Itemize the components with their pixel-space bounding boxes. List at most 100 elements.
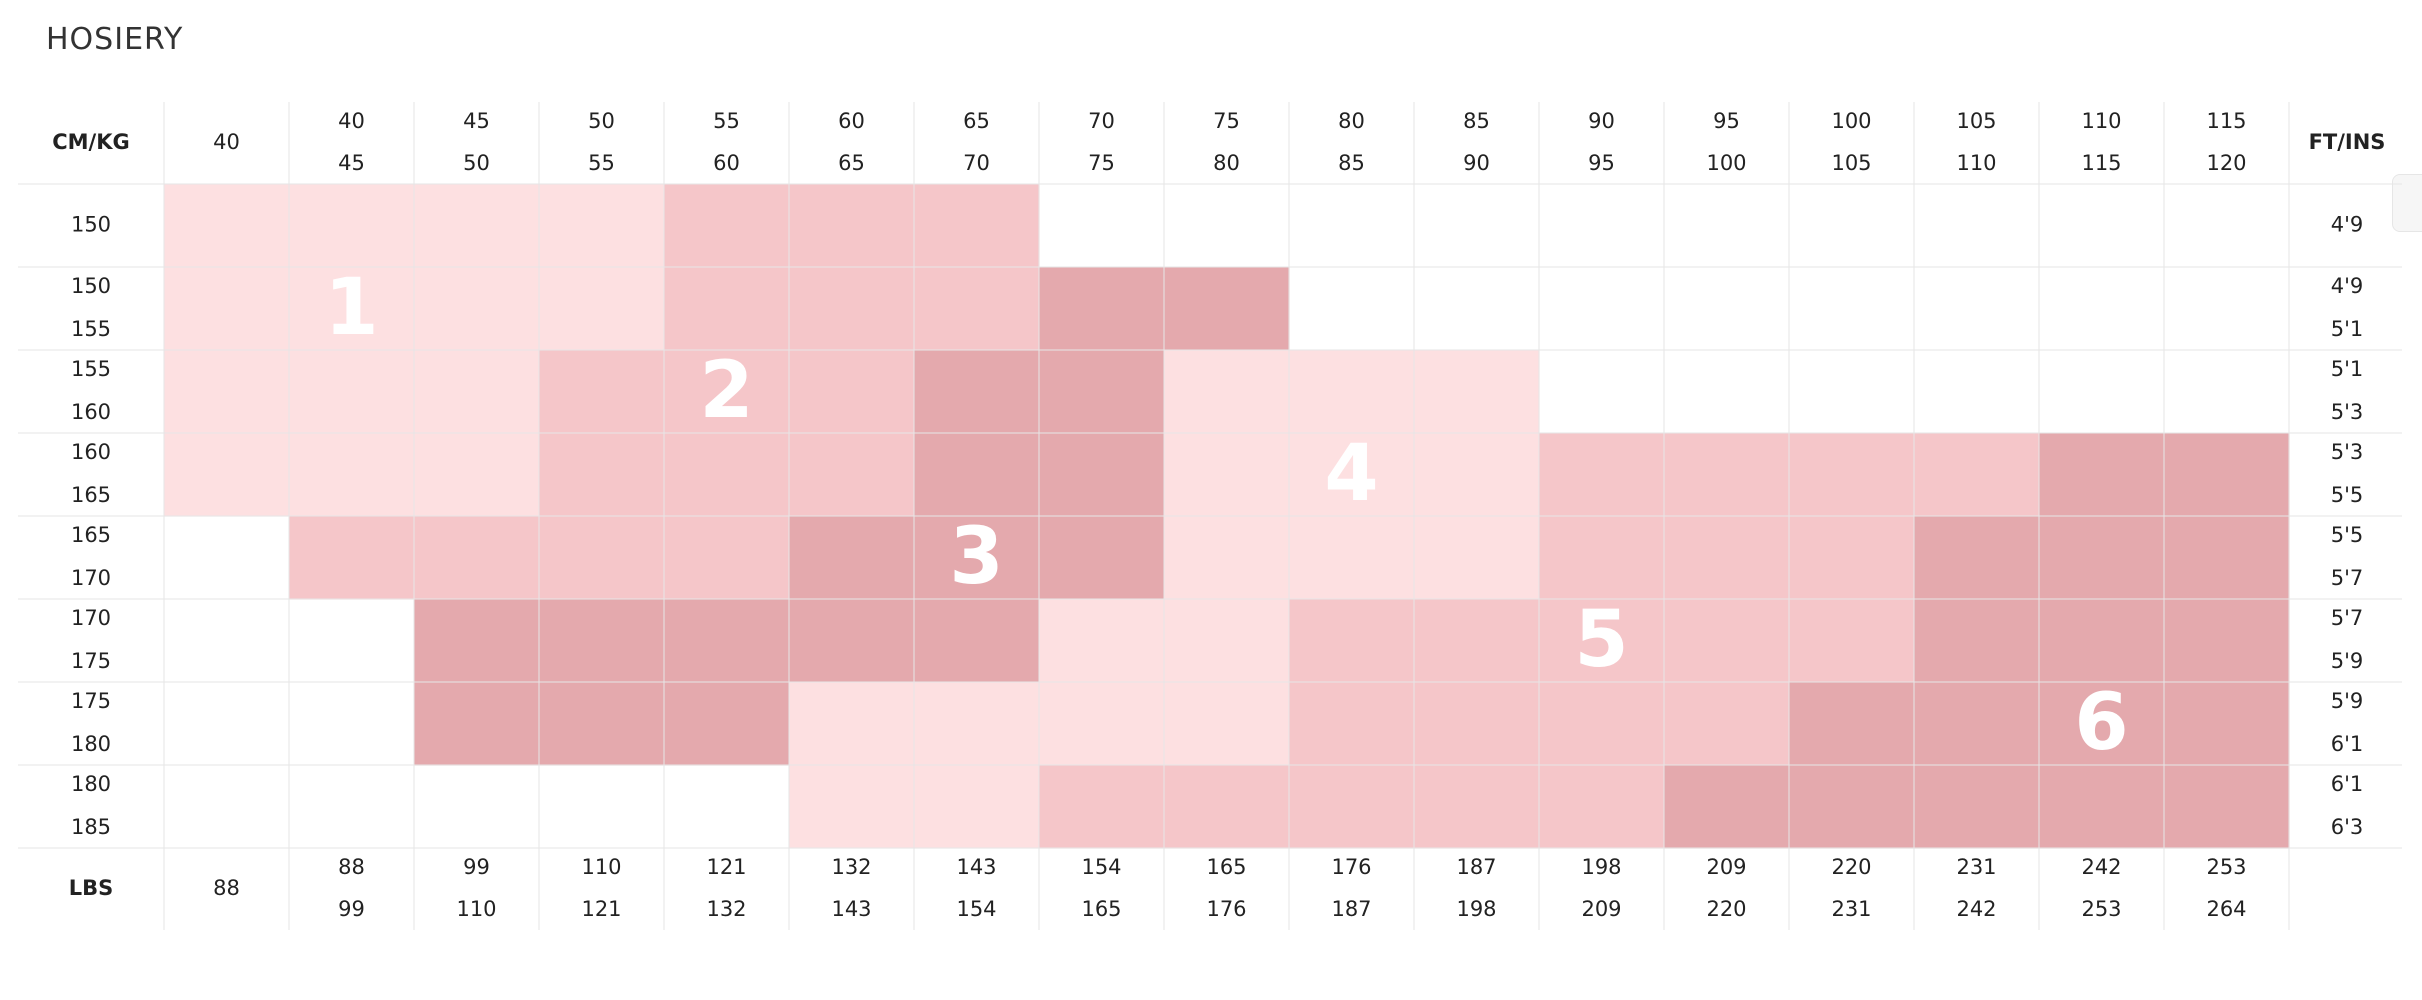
- kg-header-bottom: 80: [1213, 151, 1240, 175]
- header-cm-kg: CM/KG: [52, 130, 130, 154]
- zone-6-cell: [2164, 516, 2290, 600]
- cm-row-label-bottom: 170: [71, 566, 111, 590]
- cm-row-label-bottom: 155: [71, 317, 111, 341]
- zone-2-cell: [289, 516, 415, 600]
- cm-row-label-bottom: 175: [71, 649, 111, 673]
- lbs-footer-bottom: 154: [956, 897, 996, 921]
- zone-1-cell: [289, 433, 415, 517]
- cm-row-label-bottom: 180: [71, 732, 111, 756]
- zone-1-cell: [164, 433, 290, 517]
- zone-3-cell: [539, 682, 665, 766]
- lbs-footer-bottom: 99: [338, 897, 365, 921]
- lbs-footer-top: 220: [1831, 855, 1871, 879]
- lbs-footer-bottom: 176: [1206, 897, 1246, 921]
- kg-header-top: 40: [338, 109, 365, 133]
- zone-5-cell: [1414, 765, 1540, 849]
- lbs-footer-bottom: 264: [2206, 897, 2246, 921]
- zone-3-cell: [664, 599, 790, 683]
- lbs-footer-top: 165: [1206, 855, 1246, 879]
- zone-5-cell: [1539, 516, 1665, 600]
- lbs-footer-bottom: 165: [1081, 897, 1121, 921]
- zone-1-cell: [414, 350, 540, 434]
- lbs-footer-top: 99: [463, 855, 490, 879]
- kg-header-bottom: 70: [963, 151, 990, 175]
- zone-3-cell: [664, 682, 790, 766]
- kg-header-top: 45: [463, 109, 490, 133]
- cm-row-label-bottom: 165: [71, 483, 111, 507]
- ftin-row-label-bottom: 5'9: [2331, 649, 2364, 673]
- zone-1-cell: [539, 267, 665, 351]
- zone-4-cell: [1164, 516, 1290, 600]
- zone-3-cell: [914, 516, 1040, 600]
- kg-header-top: 100: [1831, 109, 1871, 133]
- kg-header-bottom: 60: [713, 151, 740, 175]
- zone-6-cell: [1914, 599, 2040, 683]
- zone-1-cell: [164, 350, 290, 434]
- zone-1-cell: [164, 267, 290, 351]
- ftin-row-label-top: 5'3: [2331, 440, 2364, 464]
- ftin-row-label-bottom: 5'5: [2331, 483, 2364, 507]
- lbs-footer-top: 154: [1081, 855, 1121, 879]
- kg-header-bottom: 50: [463, 151, 490, 175]
- lbs-footer-bottom: 121: [581, 897, 621, 921]
- zone-6-cell: [2039, 516, 2165, 600]
- zone-1-cell: [289, 267, 415, 351]
- zone-3-cell: [1039, 350, 1165, 434]
- zone-4-cell: [1414, 516, 1540, 600]
- kg-header-bottom: 85: [1338, 151, 1365, 175]
- zone-2-cell: [539, 516, 665, 600]
- zone-4-cell: [914, 765, 1040, 849]
- zone-3-cell: [789, 599, 915, 683]
- kg-header-bottom: 105: [1831, 151, 1871, 175]
- zone-5-cell: [1539, 765, 1665, 849]
- footer-lbs: LBS: [69, 876, 114, 900]
- kg-header-top: 55: [713, 109, 740, 133]
- zone-4-cell: [789, 682, 915, 766]
- zone-1-cell: [164, 184, 290, 268]
- lbs-footer-top: 132: [831, 855, 871, 879]
- lbs-footer-bottom: 253: [2081, 897, 2121, 921]
- zone-5-cell: [1414, 599, 1540, 683]
- zone-1-cell: [289, 184, 415, 268]
- cm-row-label-bottom: 160: [71, 400, 111, 424]
- lbs-footer-top: 242: [2081, 855, 2121, 879]
- kg-header-top: 65: [963, 109, 990, 133]
- ftin-row-label-top: 5'1: [2331, 357, 2364, 381]
- ftin-row-label-top: 5'9: [2331, 689, 2364, 713]
- kg-header-bottom: 90: [1463, 151, 1490, 175]
- kg-header-top: 75: [1213, 109, 1240, 133]
- kg-header-bottom: 110: [1956, 151, 1996, 175]
- ftin-row-label: 4'9: [2331, 213, 2364, 237]
- lbs-footer-bottom: 242: [1956, 897, 1996, 921]
- zone-5-cell: [1539, 599, 1665, 683]
- kg-header-top: 70: [1088, 109, 1115, 133]
- ftin-row-label-bottom: 6'3: [2331, 815, 2364, 839]
- zone-3-cell: [1164, 267, 1290, 351]
- lbs-footer: 88: [213, 876, 240, 900]
- kg-header-bottom: 45: [338, 151, 365, 175]
- zone-4-cell: [1414, 350, 1540, 434]
- zone-6-cell: [1789, 682, 1915, 766]
- zone-4-cell: [1164, 599, 1290, 683]
- zone-5-cell: [1664, 433, 1790, 517]
- kg-header-bottom: 65: [838, 151, 865, 175]
- cm-row-label-top: 165: [71, 523, 111, 547]
- zone-4-cell: [1414, 433, 1540, 517]
- lbs-footer-top: 176: [1331, 855, 1371, 879]
- kg-header-bottom: 100: [1706, 151, 1746, 175]
- header-ft-ins: FT/INS: [2309, 130, 2386, 154]
- zone-2-cell: [789, 433, 915, 517]
- zone-6-cell: [2039, 765, 2165, 849]
- page-title: HOSIERY: [46, 22, 184, 57]
- lbs-footer-bottom: 187: [1331, 897, 1371, 921]
- zone-5-cell: [1289, 682, 1415, 766]
- zone-2-cell: [539, 350, 665, 434]
- lbs-footer-bottom: 220: [1706, 897, 1746, 921]
- lbs-footer-top: 253: [2206, 855, 2246, 879]
- zone-5-cell: [1789, 599, 1915, 683]
- ftin-row-label-bottom: 6'1: [2331, 732, 2364, 756]
- zone-2-cell: [914, 184, 1040, 268]
- cm-row-label-top: 150: [71, 274, 111, 298]
- zone-6-cell: [1914, 682, 2040, 766]
